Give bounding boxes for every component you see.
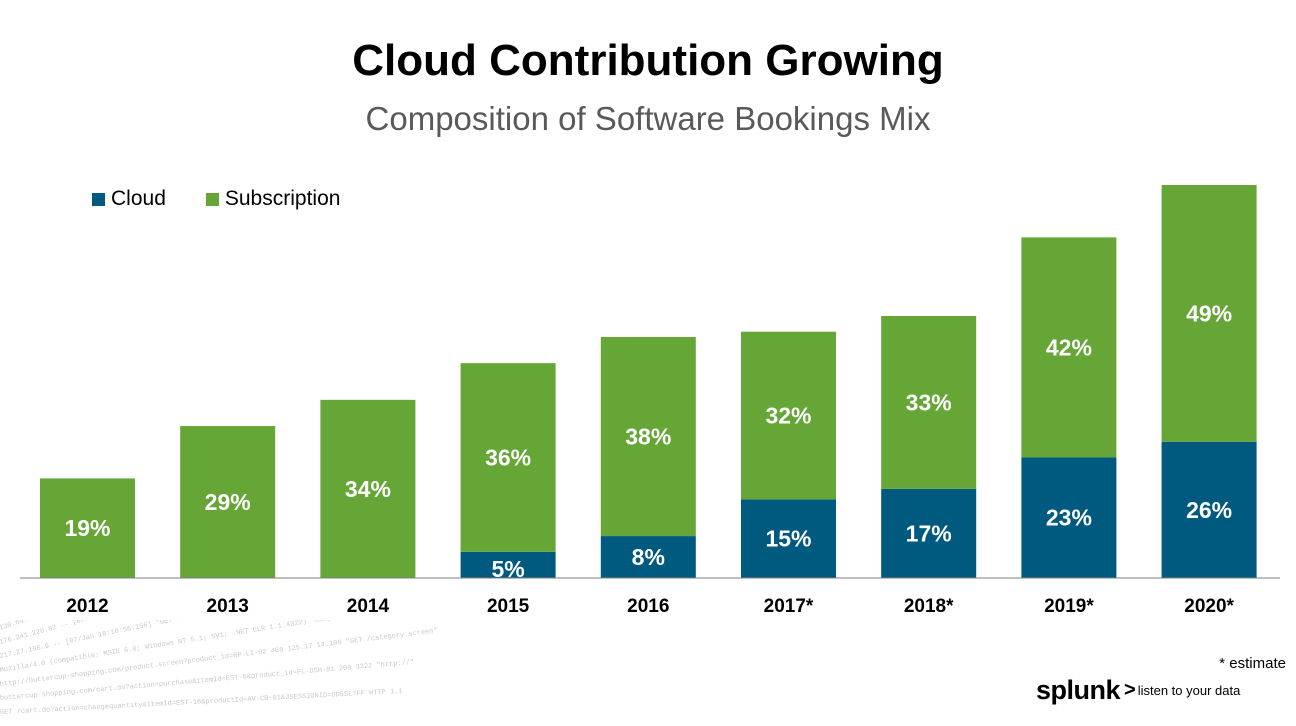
- estimate-note: * estimate: [1219, 655, 1286, 672]
- x-tick-2017: 2017*: [764, 596, 814, 617]
- brand-name: splunk: [1036, 675, 1121, 705]
- legend: Cloud Subscription: [92, 187, 340, 211]
- label-subscription-2013: 29%: [205, 489, 251, 515]
- x-tick-2014: 2014: [347, 596, 390, 617]
- chevron-right-icon: >: [1124, 679, 1136, 701]
- bar-cloud-2020: [1161, 441, 1257, 578]
- x-tick-2012: 2012: [66, 596, 108, 617]
- bar-subscription-2013: [180, 426, 276, 578]
- label-cloud-2019: 23%: [1046, 505, 1092, 531]
- bar-subscription-2018: [881, 316, 977, 489]
- brand-tagline: listen to your data: [1137, 683, 1241, 698]
- x-tick-2013: 2013: [207, 596, 249, 617]
- bar-subscription-2014: [320, 399, 416, 578]
- legend-label-cloud: Cloud: [111, 187, 166, 210]
- label-subscription-2014: 34%: [345, 476, 391, 502]
- bar-cloud-2017: [741, 499, 836, 578]
- label-cloud-2017: 15%: [765, 526, 811, 552]
- label-cloud-2018: 17%: [906, 520, 952, 546]
- label-cloud-2016: 8%: [632, 544, 665, 570]
- label-subscription-2017: 32%: [765, 403, 811, 429]
- x-tick-2016: 2016: [627, 596, 669, 617]
- legend-label-subscription: Subscription: [224, 187, 341, 210]
- bar-subscription-2017: [741, 331, 836, 500]
- bar-cloud-2015: [460, 551, 556, 578]
- x-tick-2019: 2019*: [1044, 596, 1094, 617]
- chart-subtitle: Composition of Software Bookings Mix: [365, 100, 931, 137]
- label-subscription-2020: 49%: [1186, 300, 1232, 326]
- label-subscription-2016: 38%: [625, 424, 671, 450]
- legend-swatch-cloud: [92, 192, 105, 206]
- bar-subscription-2020: [1161, 185, 1257, 442]
- bar-subscription-2012: [40, 478, 135, 578]
- x-tick-2020: 2020*: [1184, 596, 1234, 617]
- x-tick-2015: 2015: [487, 596, 530, 617]
- legend-swatch-subscription: [205, 192, 219, 206]
- legend-item-cloud: Cloud: [92, 187, 166, 211]
- stacked-bar-chart: 19%201229%201334%20145%36%20158%38%20161…: [20, 185, 1280, 617]
- label-subscription-2018: 33%: [906, 389, 952, 415]
- bar-cloud-2019: [1021, 457, 1117, 578]
- label-subscription-2019: 42%: [1046, 334, 1092, 360]
- label-subscription-2015: 36%: [485, 444, 531, 470]
- log-text-decoration: 130.69.4 -- [07/Jan 18:38:57:153] "GET /…: [0, 620, 473, 717]
- chart-title: Cloud Contribution Growing: [352, 36, 944, 85]
- label-subscription-2012: 19%: [64, 515, 110, 541]
- bar-subscription-2015: [460, 363, 556, 552]
- label-cloud-2020: 26%: [1186, 497, 1232, 523]
- legend-item-subscription: Subscription: [205, 187, 341, 211]
- bar-subscription-2019: [1021, 237, 1117, 458]
- brand-logo: splunk > listen to your data: [1036, 675, 1240, 706]
- bar-cloud-2016: [600, 536, 696, 578]
- bar-cloud-2018: [881, 488, 977, 578]
- bar-subscription-2016: [600, 336, 696, 537]
- x-tick-2018: 2018*: [904, 596, 954, 617]
